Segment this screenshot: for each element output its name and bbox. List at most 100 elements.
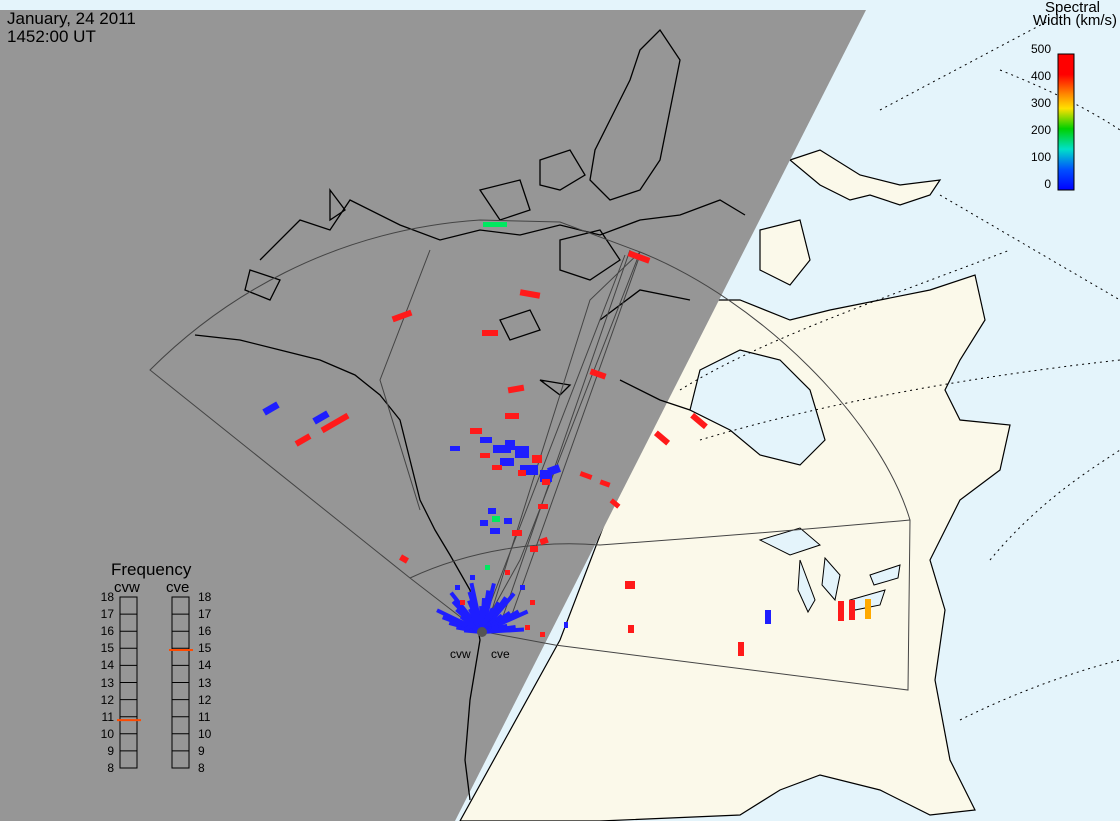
echo-cell [628, 625, 634, 633]
echo-cell [505, 413, 519, 419]
radar-cve-label: cve [491, 647, 510, 661]
hudson-bay [689, 349, 826, 466]
day-land-greenland [788, 149, 942, 206]
frequency-tick-right: 16 [198, 624, 212, 639]
echo-cell [460, 600, 465, 605]
echo-cell [532, 455, 542, 463]
echo-cell [488, 508, 496, 514]
echo-cell [492, 516, 500, 522]
colorbar-tick-0: 0 [1044, 177, 1051, 191]
frequency-tick-left: 15 [100, 641, 114, 656]
day-land-north-america [458, 274, 1011, 822]
echo-cell [849, 600, 855, 620]
colorbar-title-line1: Spectral [1044, 0, 1100, 16]
echo-cell [294, 433, 312, 447]
echo-cell [455, 585, 460, 590]
echo-cell [546, 464, 562, 476]
echo-cell [540, 632, 545, 637]
echo-cell [482, 330, 498, 336]
frequency-tick-right: 18 [198, 590, 212, 604]
fov-inner-arc [409, 519, 911, 579]
day-land [458, 149, 1011, 822]
colorbar-title-line2: Width (km/s) [1032, 12, 1117, 29]
echo-cell [493, 445, 511, 453]
frequency-tick-right: 15 [198, 641, 212, 656]
echo-cell [599, 479, 611, 488]
frequency-tick-left: 10 [100, 726, 114, 741]
frequency-tick-left: 12 [100, 692, 114, 707]
echo-cell [519, 289, 541, 299]
echo-cell [480, 437, 492, 443]
frequency-cve-label: cve [166, 579, 190, 596]
colorbar-tick-500: 500 [1030, 42, 1051, 56]
frequency-tick-right: 9 [198, 743, 205, 758]
echo-cell [609, 498, 621, 509]
echo-cell [539, 536, 549, 546]
echo-cell [690, 412, 708, 430]
echo-cell [738, 642, 744, 656]
echo-cell [520, 585, 525, 590]
great-lakes [758, 527, 901, 614]
colorbar-tick-300: 300 [1030, 96, 1051, 110]
echo-cell [470, 428, 482, 434]
frequency-title: Frequency [111, 560, 192, 579]
echo-cell [483, 222, 507, 227]
fov-east [484, 251, 911, 691]
echo-cell [838, 601, 844, 621]
echo-cell [579, 471, 593, 480]
frequency-tick-right: 17 [198, 607, 212, 622]
frequency-tick-left: 13 [100, 675, 114, 690]
echo-cell [653, 430, 671, 446]
frequency-tick-left: 9 [107, 743, 114, 758]
frequency-tick-right: 13 [198, 675, 212, 690]
colorbar-tick-100: 100 [1030, 150, 1051, 164]
echo-cell [564, 622, 568, 628]
echo-cell [399, 554, 409, 564]
echo-cell [505, 570, 510, 575]
near-range-echo [481, 627, 525, 634]
echo-cell [542, 479, 550, 485]
echo-cell [530, 600, 535, 605]
echo-cell [450, 446, 460, 451]
echo-cell [504, 518, 512, 524]
time-label: 1452:00 UT [7, 27, 96, 46]
echo-cell [515, 446, 529, 458]
echo-cell [520, 465, 538, 475]
colorbar-tick-400: 400 [1030, 69, 1051, 83]
echo-cell [589, 368, 607, 380]
echo-cell [507, 384, 525, 394]
echo-cell [525, 625, 530, 630]
frequency-gauges [117, 596, 193, 769]
echo-cell [512, 530, 522, 536]
echo-cell [480, 453, 490, 458]
echo-cell [490, 528, 500, 534]
echo-cell [865, 599, 871, 619]
echo-cell [538, 504, 548, 509]
frequency-tick-right: 8 [198, 761, 205, 775]
colorbar-tick-200: 200 [1030, 123, 1051, 137]
echo-cell [470, 575, 475, 580]
frequency-tick-left: 17 [100, 607, 114, 622]
frequency-tick-right: 11 [198, 709, 211, 724]
fov-west [149, 219, 641, 633]
frequency-tick-right: 10 [198, 726, 212, 741]
echo-cell [625, 581, 635, 589]
night-region [0, 10, 866, 821]
echo-cell [627, 250, 651, 264]
frequency-tick-left: 18 [100, 590, 114, 604]
radar-cvw-label: cvw [450, 647, 471, 661]
frequency-tick-left: 14 [100, 658, 114, 673]
frequency-tick-left: 11 [101, 709, 114, 724]
echo-cell [530, 546, 538, 552]
radar-site-marker [477, 627, 487, 637]
frequency-tick-right: 12 [198, 692, 212, 707]
night-coastlines [194, 28, 746, 801]
frequency-tick-left: 16 [100, 624, 114, 639]
echo-cell [765, 610, 771, 624]
echo-cell [485, 565, 490, 570]
echo-cell [262, 401, 280, 416]
frequency-cvw-label: cvw [114, 579, 140, 596]
frequency-tick-right: 14 [198, 658, 212, 673]
